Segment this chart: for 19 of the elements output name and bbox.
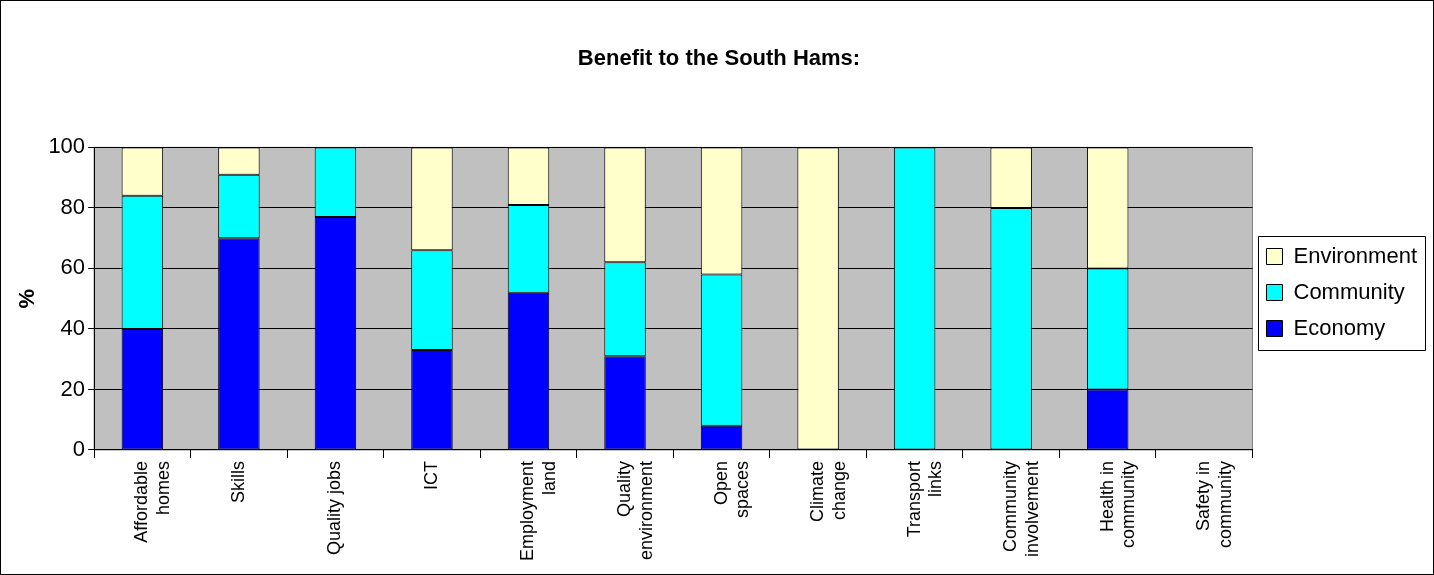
legend-label: Environment bbox=[1293, 242, 1418, 268]
x-tick-label: Quality jobs bbox=[324, 460, 345, 556]
y-axis-title: % bbox=[14, 288, 40, 309]
y-tick-label: 100 bbox=[48, 133, 86, 159]
y-tick-label: 60 bbox=[60, 254, 86, 280]
x-tick-label: ICT bbox=[420, 460, 441, 490]
x-tick-label: Employment land bbox=[517, 460, 560, 562]
x-tick-label: Skills bbox=[227, 460, 248, 503]
chart-title: Benefit to the South Hams: bbox=[577, 45, 861, 71]
x-tick-label: Open spaces bbox=[710, 460, 753, 519]
y-tick-label: 40 bbox=[60, 315, 86, 340]
x-tick-label: Transport links bbox=[903, 460, 946, 538]
legend-label: Economy bbox=[1293, 314, 1386, 340]
y-tick-label: 20 bbox=[60, 375, 86, 401]
y-tick-label: 80 bbox=[60, 193, 86, 219]
x-tick-label: Climate change bbox=[807, 460, 849, 522]
x-tick-label: Affordable homes bbox=[131, 460, 173, 543]
legend-label: Community bbox=[1293, 278, 1405, 304]
y-tick-label: 0 bbox=[72, 436, 86, 462]
